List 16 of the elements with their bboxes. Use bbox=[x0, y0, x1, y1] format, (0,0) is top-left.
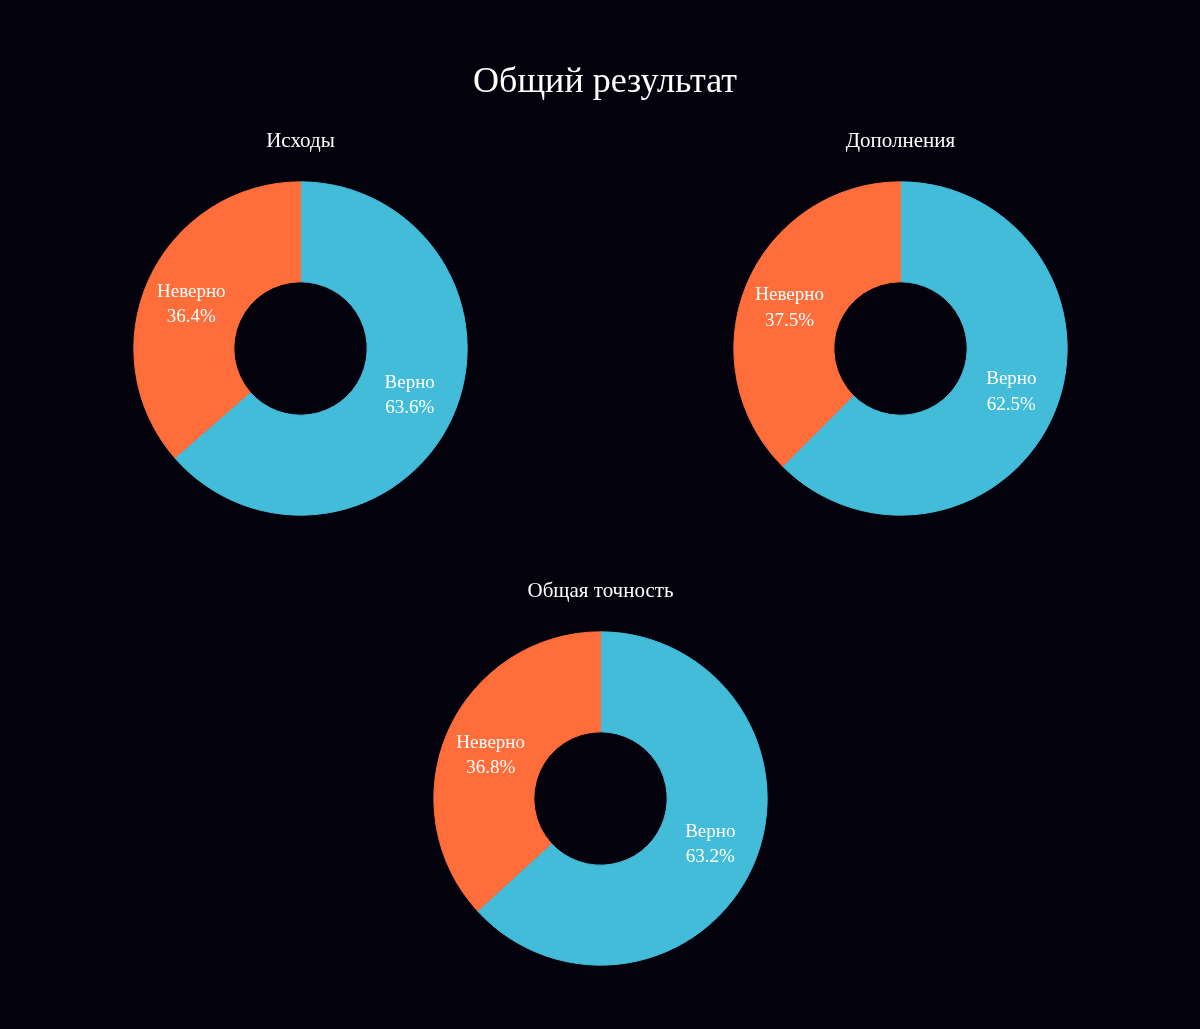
slice-label: Верно bbox=[986, 367, 1037, 389]
slice-label: Неверно bbox=[156, 279, 226, 301]
data-label: 62.5% bbox=[986, 392, 1037, 414]
slice-label: Верно bbox=[384, 370, 435, 392]
data-label: 63.2% bbox=[685, 844, 736, 866]
slice-label: Верно bbox=[685, 819, 736, 841]
data-label: 37.5% bbox=[765, 308, 815, 330]
data-label: 36.8% bbox=[466, 756, 516, 778]
chart-title: Дополнения bbox=[845, 127, 956, 152]
slice-label: Неверно bbox=[456, 731, 525, 753]
text: Общий результат bbox=[473, 59, 737, 102]
chart-title: Исходы bbox=[266, 127, 335, 152]
data-label: 36.4% bbox=[166, 305, 216, 327]
chart-title: Общая точность bbox=[527, 577, 674, 602]
data-label: 63.6% bbox=[385, 396, 435, 418]
slice-label: Неверно bbox=[755, 283, 824, 305]
